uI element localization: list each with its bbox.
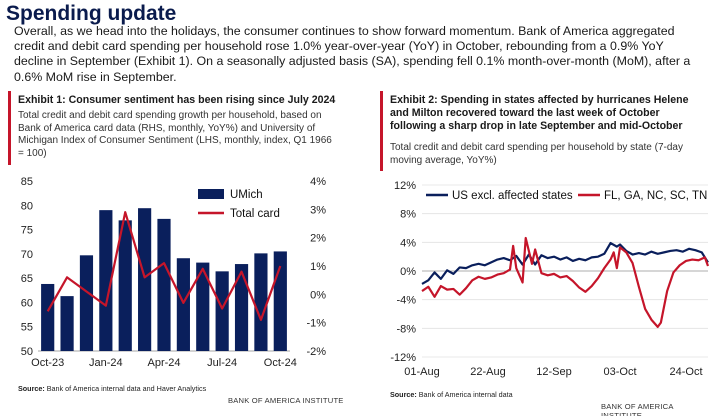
exhibit-2-us-line — [421, 241, 709, 285]
exhibit-1-x-tick-label: Oct-24 — [264, 357, 297, 369]
exhibit-1-x-tick-label: Apr-24 — [147, 357, 180, 369]
exhibit-1-bar — [234, 264, 249, 351]
exhibit-1-title: Exhibit 1: Consumer sentiment has been r… — [18, 94, 336, 106]
exhibit-1-total-card-line — [46, 211, 282, 321]
exhibit-1-accent-rule — [8, 91, 11, 165]
page-title: Spending update — [6, 2, 177, 25]
exhibit-1-bar — [196, 262, 210, 351]
exhibit-1-left-tick-label: 50 — [21, 346, 33, 358]
intro-paragraph: Overall, as we head into the holidays, t… — [14, 24, 691, 84]
exhibit-1-bar — [41, 283, 55, 351]
exhibit-2-x-tick-label: 22-Aug — [470, 366, 505, 378]
exhibit-1-legend-card-label: Total card — [230, 208, 280, 220]
exhibit-2-y-tick-label: -12% — [390, 352, 416, 364]
exhibit-2-y-tick-label: 0% — [400, 266, 416, 278]
exhibit-1-left-tick-label: 70 — [21, 249, 33, 261]
exhibit-1-right-tick-label: 4% — [310, 176, 326, 188]
exhibit-1-bar — [157, 218, 171, 351]
exhibit-1-brand: BANK OF AMERICA INSTITUTE — [228, 396, 344, 405]
exhibit-1-right-tick-label: 0% — [310, 289, 326, 301]
exhibit-1-source: Source: Bank of America internal data an… — [18, 384, 207, 393]
exhibit-2-y-tick-label: 8% — [400, 209, 416, 221]
exhibit-1-bar — [254, 253, 268, 351]
exhibit-1-chart: 50 55 60 65 70 75 80 85 -2% -1% 0% 1% 2% 3% 4% Oct-23 Ja… — [21, 176, 326, 369]
exhibit-2-x-tick-label: 24-Oct — [669, 366, 702, 378]
exhibit-1-legend-umich-swatch — [198, 189, 224, 199]
exhibit-1-bar — [99, 210, 113, 351]
exhibit-2-x-tick-label: 01-Aug — [404, 366, 439, 378]
exhibit-2-chart: -12% -8% -4% 0% 4% 8% 12% 01-Aug 22-Aug 12-Sep 03-… — [390, 180, 710, 378]
exhibit-2-brand: BANK OF AMERICA INSTITUTE — [601, 402, 674, 416]
exhibit-2-y-tick-label: 4% — [400, 237, 416, 249]
exhibit-1-left-tick-label: 60 — [21, 297, 33, 309]
exhibit-1-legend-umich-label: UMich — [230, 189, 263, 201]
exhibit-1-bar — [79, 255, 94, 351]
exhibit-1-right-tick-label: 3% — [310, 204, 326, 216]
exhibit-2-legend-affected-label: FL, GA, NC, SC, TN — [604, 190, 707, 202]
exhibit-2-y-tick-label: 12% — [394, 180, 416, 192]
exhibit-1-left-tick-label: 55 — [21, 322, 33, 334]
exhibit-2-y-tick-label: -8% — [396, 323, 416, 335]
exhibit-2-panel: Exhibit 2: Spending in states affected b… — [380, 91, 710, 416]
exhibit-2-x-tick-label: 12-Sep — [536, 366, 571, 378]
exhibit-1-bar — [215, 271, 229, 351]
exhibit-1-left-tick-label: 85 — [21, 176, 33, 188]
exhibit-1-right-tick-label: -1% — [306, 318, 326, 330]
exhibit-1-bar — [138, 208, 152, 351]
exhibit-1-bar — [60, 296, 74, 351]
exhibit-2-x-tick-label: 03-Oct — [603, 366, 636, 378]
exhibit-1-panel: Exhibit 1: Consumer sentiment has been r… — [8, 91, 348, 405]
exhibit-1-right-tick-label: 2% — [310, 233, 326, 245]
exhibit-1-left-tick-label: 80 — [21, 200, 33, 212]
exhibit-2-subtitle: Total credit and debit card spending per… — [390, 142, 683, 166]
exhibit-1-left-tick-label: 75 — [21, 225, 33, 237]
exhibit-1-right-tick-label: -2% — [306, 346, 326, 358]
exhibit-1-x-tick-label: Oct-23 — [31, 357, 64, 369]
exhibit-2-legend-us-label: US excl. affected states — [452, 190, 573, 202]
exhibit-1-x-tick-label: Jul-24 — [207, 357, 237, 369]
exhibit-2-y-tick-label: -4% — [396, 295, 416, 307]
exhibit-2-accent-rule — [380, 91, 383, 171]
exhibit-1-subtitle: Total credit and debit card spending gro… — [18, 110, 332, 159]
exhibit-2-title: Exhibit 2: Spending in states affected b… — [390, 94, 689, 132]
exhibit-2-source: Source: Bank of America internal data — [390, 390, 513, 399]
exhibit-1-x-tick-label: Jan-24 — [89, 357, 123, 369]
exhibit-1-bar — [176, 258, 190, 351]
exhibit-1-left-tick-label: 65 — [21, 273, 33, 285]
exhibit-1-bar — [118, 220, 132, 351]
exhibit-2-affected-states-line — [421, 236, 710, 328]
exhibit-1-right-tick-label: 1% — [310, 261, 326, 273]
